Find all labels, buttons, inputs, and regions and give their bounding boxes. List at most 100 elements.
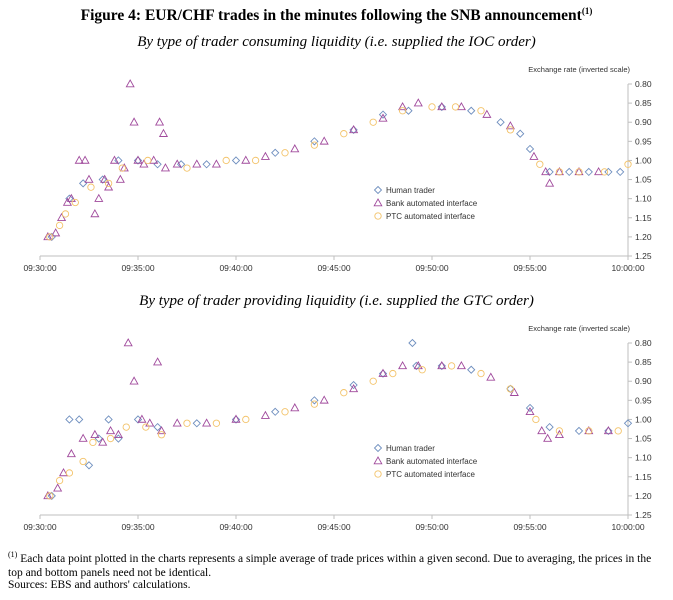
y-tick-label: 1.05 bbox=[635, 434, 652, 444]
x-tick-label: 09:45:00 bbox=[317, 263, 350, 273]
bank-interface-point bbox=[98, 437, 108, 446]
ptc-interface-point bbox=[46, 492, 54, 500]
human-trader-point bbox=[271, 148, 280, 157]
y-tick-label: 0.95 bbox=[635, 395, 652, 405]
bank-interface-point bbox=[529, 151, 539, 160]
ptc-interface-point bbox=[122, 423, 130, 431]
bank-interface-point bbox=[80, 155, 90, 164]
bank-interface-point bbox=[349, 383, 359, 393]
bank-interface-point bbox=[545, 178, 555, 187]
human-trader-point bbox=[133, 156, 143, 165]
x-tick-label: 09:30:00 bbox=[23, 263, 56, 273]
bank-interface-point bbox=[58, 468, 69, 477]
y-tick-label: 1.15 bbox=[635, 472, 652, 482]
ptc-interface-point bbox=[310, 141, 319, 149]
footnote-sup: (1) bbox=[8, 550, 18, 559]
ptc-interface-point bbox=[506, 385, 515, 393]
human-trader-point bbox=[496, 118, 505, 127]
bank-interface-point bbox=[192, 159, 202, 168]
footnote: (1) Each data point plotted in the chart… bbox=[8, 548, 668, 580]
bank-interface-point bbox=[158, 128, 169, 137]
ptc-interface-point bbox=[340, 389, 348, 397]
y-tick-label: 0.85 bbox=[635, 98, 652, 108]
x-tick-label: 09:45:00 bbox=[317, 522, 350, 532]
human-trader-point bbox=[114, 434, 123, 443]
legend-bank-marker bbox=[373, 456, 383, 465]
bank-interface-point bbox=[486, 372, 496, 381]
y-tick-label: 1.25 bbox=[635, 251, 652, 261]
bank-interface-point bbox=[290, 403, 300, 412]
ptc-interface-point bbox=[89, 438, 97, 447]
legend-human-marker bbox=[373, 185, 383, 195]
bank-interface-point bbox=[437, 102, 447, 111]
bank-interface-point bbox=[413, 98, 423, 107]
human-trader-point bbox=[467, 365, 476, 374]
legend-ptc-marker bbox=[374, 470, 382, 478]
bank-interface-point bbox=[319, 395, 329, 404]
human-trader-point bbox=[574, 426, 584, 436]
bank-interface-point bbox=[241, 155, 251, 164]
bank-interface-point bbox=[84, 174, 94, 183]
bank-interface-point bbox=[378, 113, 388, 122]
ptc-interface-point bbox=[310, 400, 319, 408]
x-tick-label: 09:50:00 bbox=[415, 522, 448, 532]
figure-title-text: Figure 4: EUR/CHF trades in the minutes … bbox=[80, 7, 582, 25]
ptc-interface-point bbox=[398, 107, 407, 115]
ptc-interface-point bbox=[600, 168, 609, 176]
bank-interface-point bbox=[104, 182, 114, 191]
bank-interface-point bbox=[525, 406, 535, 416]
x-tick-label: 09:55:00 bbox=[513, 263, 546, 273]
ptc-interface-point bbox=[428, 103, 436, 111]
y-tick-label: 1.15 bbox=[635, 213, 652, 223]
x-tick-label: 09:30:00 bbox=[23, 522, 56, 532]
x-tick-label: 09:55:00 bbox=[513, 522, 546, 532]
human-trader-point bbox=[525, 403, 535, 413]
ptc-interface-point bbox=[369, 377, 377, 385]
bank-interface-point bbox=[100, 174, 110, 183]
bank-interface-point bbox=[94, 193, 104, 202]
human-trader-point bbox=[437, 361, 446, 371]
panel-2-chart: 0.80 0.85 0.90 0.95 1.00 1.05 1.10 1.15 1.20 1.25… bbox=[23, 324, 652, 532]
bank-interface-point bbox=[413, 361, 423, 370]
bank-interface-point bbox=[231, 414, 241, 423]
human-trader-point bbox=[604, 167, 613, 177]
human-trader-point bbox=[565, 167, 574, 177]
ptc-interface-point bbox=[183, 419, 191, 427]
bank-interface-point bbox=[482, 109, 492, 118]
legend-label: PTC automated interface bbox=[386, 470, 475, 479]
ptc-interface-point bbox=[532, 415, 540, 424]
human-trader-point bbox=[153, 422, 162, 432]
bank-interface-point bbox=[53, 483, 63, 492]
ptc-interface-point bbox=[212, 419, 221, 427]
bank-interface-point bbox=[137, 414, 147, 423]
ptc-interface-point bbox=[447, 362, 456, 370]
human-trader-point bbox=[525, 144, 535, 154]
legend-human-marker bbox=[373, 443, 383, 453]
ptc-interface-point bbox=[79, 457, 87, 466]
x-tick-label: 10:00:00 bbox=[611, 522, 644, 532]
figure-title-sup: (1) bbox=[581, 6, 593, 16]
bank-interface-point bbox=[456, 361, 466, 370]
human-trader-point bbox=[378, 110, 388, 119]
ptc-interface-point bbox=[555, 168, 564, 176]
y-tick-label: 0.80 bbox=[635, 79, 652, 89]
bank-interface-point bbox=[319, 136, 329, 145]
ptc-interface-point bbox=[281, 149, 289, 157]
human-trader-point bbox=[310, 137, 319, 146]
y-tick-label: 1.05 bbox=[635, 175, 652, 185]
ptc-interface-point bbox=[71, 198, 79, 207]
ptc-interface-point bbox=[418, 366, 426, 374]
bank-interface-point bbox=[129, 376, 139, 385]
ptc-interface-point bbox=[183, 164, 191, 172]
legend-label: Bank automated interface bbox=[386, 457, 478, 466]
human-trader-point bbox=[616, 167, 625, 177]
ptc-interface-point bbox=[506, 126, 515, 134]
bank-interface-point bbox=[115, 174, 125, 183]
bank-interface-point bbox=[537, 425, 547, 435]
ptc-interface-point bbox=[614, 427, 622, 435]
bank-interface-point bbox=[437, 361, 447, 370]
bank-interface-point bbox=[66, 448, 76, 458]
legend-label: Human trader bbox=[386, 444, 435, 453]
ptc-interface-point bbox=[61, 210, 70, 218]
bank-interface-point bbox=[456, 102, 466, 111]
